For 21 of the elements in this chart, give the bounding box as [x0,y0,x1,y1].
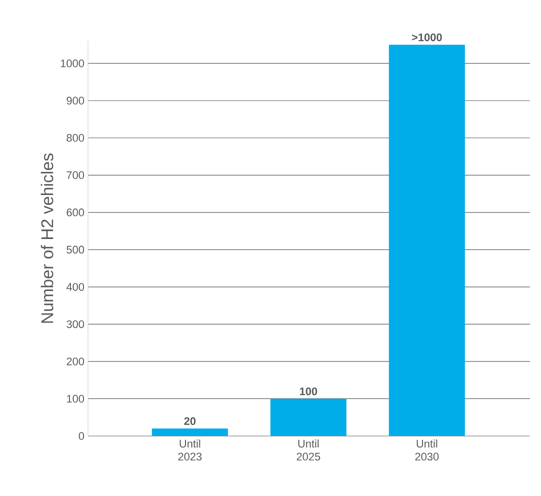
y-tick-label: 900 [66,96,84,104]
y-tick-label: 600 [66,208,84,216]
bar [270,398,346,436]
x-tick-label: Until 2025 [296,440,320,461]
bar [152,428,228,436]
x-tick-label: Until 2023 [178,440,202,461]
x-tick-label: Until 2030 [415,440,439,461]
y-tick-label: 1000 [60,59,84,68]
y-tick-label: 800 [66,134,84,142]
y-axis-title: Number of H2 vehicles [40,153,54,323]
y-tick-label: 500 [66,246,84,254]
data-label: 20 [184,417,196,426]
y-tick-label: 200 [66,358,84,366]
y-tick-label: 400 [66,283,84,291]
data-label: >1000 [412,33,442,42]
y-tick-label: 0 [78,432,84,440]
y-tick-label: 700 [66,171,84,180]
bar [388,44,465,436]
y-tick-label: 100 [67,394,84,403]
data-label: 100 [300,387,318,396]
y-tick-label: 300 [66,320,84,328]
